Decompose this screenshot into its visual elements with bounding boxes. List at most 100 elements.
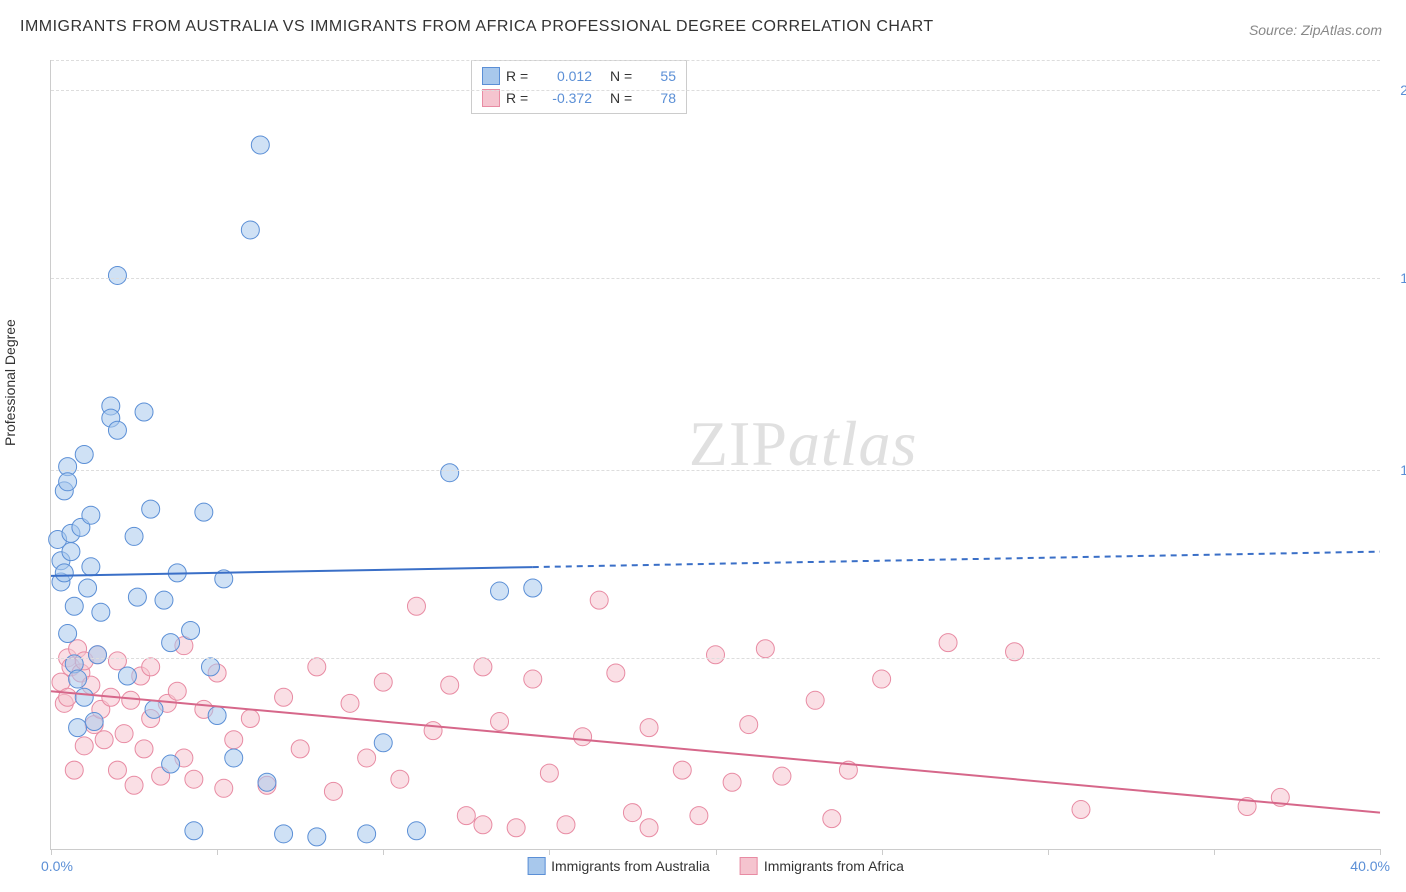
x-tick-mark — [549, 849, 550, 855]
legend-correlation-row: R =0.012N =55 — [482, 65, 676, 87]
x-tick-mark — [383, 849, 384, 855]
point-australia — [358, 825, 376, 843]
point-africa — [474, 816, 492, 834]
legend-r-value: -0.372 — [542, 90, 592, 106]
point-africa — [873, 670, 891, 688]
chart-area: ZIPatlas R =0.012N =55R =-0.372N =78 0.0… — [50, 60, 1380, 850]
point-australia — [79, 579, 97, 597]
point-australia — [145, 700, 163, 718]
chart-source: Source: ZipAtlas.com — [1249, 22, 1382, 38]
point-africa — [756, 640, 774, 658]
point-australia — [108, 421, 126, 439]
point-australia — [108, 266, 126, 284]
point-africa — [215, 779, 233, 797]
trend-australia-solid — [51, 567, 533, 576]
x-axis-min-label: 0.0% — [41, 858, 73, 874]
point-africa — [168, 682, 186, 700]
point-africa — [441, 676, 459, 694]
point-africa — [540, 764, 558, 782]
point-australia — [85, 713, 103, 731]
point-africa — [142, 658, 160, 676]
legend-series-label: Immigrants from Africa — [764, 858, 904, 874]
point-africa — [690, 807, 708, 825]
point-africa — [275, 688, 293, 706]
x-tick-mark — [1214, 849, 1215, 855]
point-australia — [69, 719, 87, 737]
point-africa — [95, 731, 113, 749]
point-africa — [291, 740, 309, 758]
point-africa — [374, 673, 392, 691]
x-tick-mark — [716, 849, 717, 855]
point-africa — [75, 737, 93, 755]
point-australia — [69, 670, 87, 688]
point-africa — [122, 691, 140, 709]
point-australia — [75, 688, 93, 706]
point-australia — [92, 603, 110, 621]
point-africa — [707, 646, 725, 664]
point-australia — [491, 582, 509, 600]
point-africa — [524, 670, 542, 688]
point-australia — [162, 755, 180, 773]
point-africa — [108, 652, 126, 670]
point-africa — [557, 816, 575, 834]
point-australia — [241, 221, 259, 239]
point-australia — [441, 464, 459, 482]
point-australia — [55, 564, 73, 582]
gridline — [51, 90, 1380, 91]
point-africa — [474, 658, 492, 676]
point-africa — [108, 761, 126, 779]
point-australia — [82, 558, 100, 576]
point-africa — [457, 807, 475, 825]
point-australia — [162, 634, 180, 652]
x-tick-mark — [882, 849, 883, 855]
legend-series-item: Immigrants from Africa — [740, 857, 904, 875]
point-africa — [640, 719, 658, 737]
point-australia — [407, 822, 425, 840]
point-africa — [491, 713, 509, 731]
legend-n-value: 78 — [646, 90, 676, 106]
point-africa — [806, 691, 824, 709]
point-australia — [135, 403, 153, 421]
point-africa — [241, 710, 259, 728]
legend-series: Immigrants from AustraliaImmigrants from… — [527, 857, 904, 875]
legend-n-label: N = — [610, 68, 640, 84]
point-africa — [324, 782, 342, 800]
point-australia — [195, 503, 213, 521]
chart-title: IMMIGRANTS FROM AUSTRALIA VS IMMIGRANTS … — [20, 18, 934, 36]
point-africa — [59, 688, 77, 706]
legend-n-label: N = — [610, 90, 640, 106]
point-africa — [507, 819, 525, 837]
point-africa — [308, 658, 326, 676]
gridline — [51, 470, 1380, 471]
point-australia — [155, 591, 173, 609]
legend-swatch — [482, 89, 500, 107]
point-australia — [62, 543, 80, 561]
point-africa — [225, 731, 243, 749]
point-africa — [135, 740, 153, 758]
y-axis-label: Professional Degree — [2, 319, 18, 446]
x-axis-max-label: 40.0% — [1350, 858, 1390, 874]
point-australia — [524, 579, 542, 597]
trend-africa-solid — [51, 691, 1380, 812]
legend-r-value: 0.012 — [542, 68, 592, 84]
legend-swatch — [740, 857, 758, 875]
point-africa — [740, 716, 758, 734]
point-australia — [59, 625, 77, 643]
point-africa — [823, 810, 841, 828]
legend-r-label: R = — [506, 68, 536, 84]
point-africa — [623, 804, 641, 822]
point-australia — [118, 667, 136, 685]
legend-swatch — [527, 857, 545, 875]
point-australia — [128, 588, 146, 606]
point-africa — [424, 722, 442, 740]
point-africa — [939, 634, 957, 652]
gridline — [51, 278, 1380, 279]
legend-r-label: R = — [506, 90, 536, 106]
point-africa — [723, 773, 741, 791]
point-africa — [115, 725, 133, 743]
point-australia — [201, 658, 219, 676]
point-australia — [59, 473, 77, 491]
point-africa — [407, 597, 425, 615]
x-tick-mark — [1048, 849, 1049, 855]
point-australia — [251, 136, 269, 154]
